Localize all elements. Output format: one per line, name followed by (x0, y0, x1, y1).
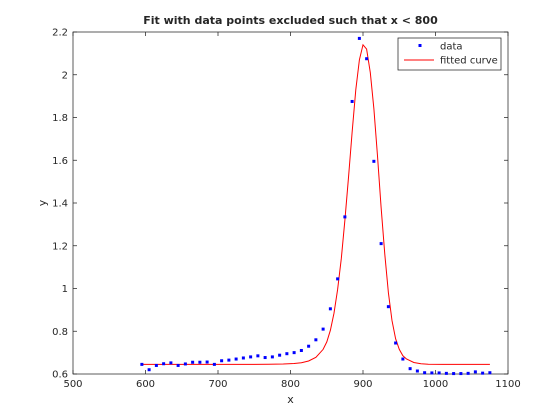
data-point (365, 57, 369, 61)
data-point (408, 367, 412, 371)
data-point (357, 36, 361, 40)
x-axis: 500 600 700 800 900 1000 1100 (63, 32, 521, 390)
y-tick-label: 0.6 (52, 370, 68, 381)
data-point (437, 371, 441, 375)
data-point (386, 305, 390, 309)
x-tick-label: 800 (281, 379, 300, 390)
x-tick-label: 1100 (495, 379, 520, 390)
data-point (169, 361, 173, 365)
data-point (147, 368, 151, 372)
fitted-curve-line (141, 43, 490, 365)
data-point (256, 354, 260, 358)
plot-area: 500 600 700 800 900 1000 1100 0.6 0.8 1 1.2 1.4 1.6… (52, 28, 521, 391)
y-axis-label: y (36, 199, 49, 206)
data-point (415, 369, 419, 373)
y-tick-label: 2.2 (52, 28, 68, 39)
axes-box (72, 31, 509, 375)
x-tick-label: 1000 (423, 379, 448, 390)
y-tick-label: 1.2 (52, 241, 68, 252)
x-axis-label: x (287, 393, 294, 406)
data-point (394, 341, 398, 345)
data-point (270, 355, 274, 359)
x-tick-label: 700 (208, 379, 227, 390)
data-point (321, 327, 325, 331)
data-point (241, 356, 245, 360)
data-point (473, 370, 477, 374)
data-point (430, 371, 434, 375)
data-point (328, 307, 332, 311)
x-tick-label: 500 (63, 379, 82, 390)
legend: data fitted curve (397, 37, 502, 71)
data-point (154, 363, 158, 367)
data-point (191, 360, 195, 364)
data-point (249, 355, 253, 359)
data-point (452, 372, 456, 376)
chart-title: Fit with data points excluded such that … (143, 14, 438, 27)
legend-label-data: data (440, 42, 463, 53)
data-point (183, 362, 187, 366)
data-point (307, 344, 311, 348)
data-point (220, 359, 224, 363)
data-point (350, 99, 354, 103)
data-point (401, 357, 405, 361)
data-point (299, 348, 303, 352)
data-point (162, 362, 166, 366)
data-point (488, 371, 492, 375)
legend-label-fitted-curve: fitted curve (440, 56, 498, 67)
data-point (285, 352, 289, 356)
y-tick-label: 1 (62, 284, 68, 295)
y-tick-label: 0.8 (52, 327, 68, 338)
data-point (459, 372, 463, 376)
data-point (140, 362, 144, 366)
data-point (379, 242, 383, 246)
data-point (292, 351, 296, 355)
y-tick-label: 1.8 (52, 113, 68, 124)
series-layer (140, 36, 492, 376)
data-point (227, 358, 231, 362)
y-tick-label: 1.6 (52, 156, 68, 167)
data-point (336, 277, 340, 281)
x-tick-label: 600 (136, 379, 155, 390)
y-tick-label: 1.4 (52, 199, 68, 210)
data-point (234, 357, 238, 361)
data-point (423, 371, 427, 375)
data-point (372, 159, 376, 163)
data-point (481, 371, 485, 375)
data-point (444, 371, 448, 375)
y-tick-label: 2 (62, 70, 68, 81)
data-point (212, 362, 216, 366)
x-tick-label: 900 (353, 379, 372, 390)
data-point (205, 360, 209, 364)
data-point (198, 360, 202, 364)
data-point (343, 215, 347, 219)
legend-box (397, 37, 502, 71)
y-axis: 0.6 0.8 1 1.2 1.4 1.6 1.8 2 2.2 (52, 28, 508, 381)
data-point (278, 353, 282, 357)
data-point (263, 356, 267, 360)
data-point (466, 371, 470, 375)
data-point (176, 363, 180, 367)
data-point (314, 338, 318, 342)
legend-marker-data (418, 44, 422, 47)
